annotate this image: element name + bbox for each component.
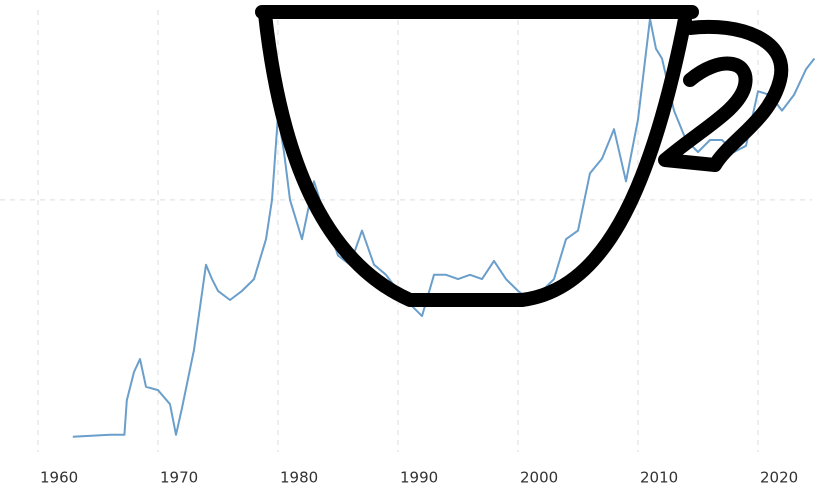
cup-body	[255, 5, 699, 307]
x-tick-label: 1980	[280, 469, 318, 487]
x-tick-label: 2010	[640, 469, 678, 487]
data-line	[72, 17, 816, 438]
x-tick-label: 1990	[400, 469, 438, 487]
x-tick-label: 1960	[40, 469, 78, 487]
cup-drawing	[255, 5, 789, 307]
x-tick-label: 2020	[760, 469, 798, 487]
plot-area: 1960 1970 1980 1990 2000 2010 2020	[0, 10, 816, 487]
x-tick-label: 1970	[160, 469, 198, 487]
cup-handle	[658, 19, 789, 172]
x-tick-label: 2000	[520, 469, 558, 487]
